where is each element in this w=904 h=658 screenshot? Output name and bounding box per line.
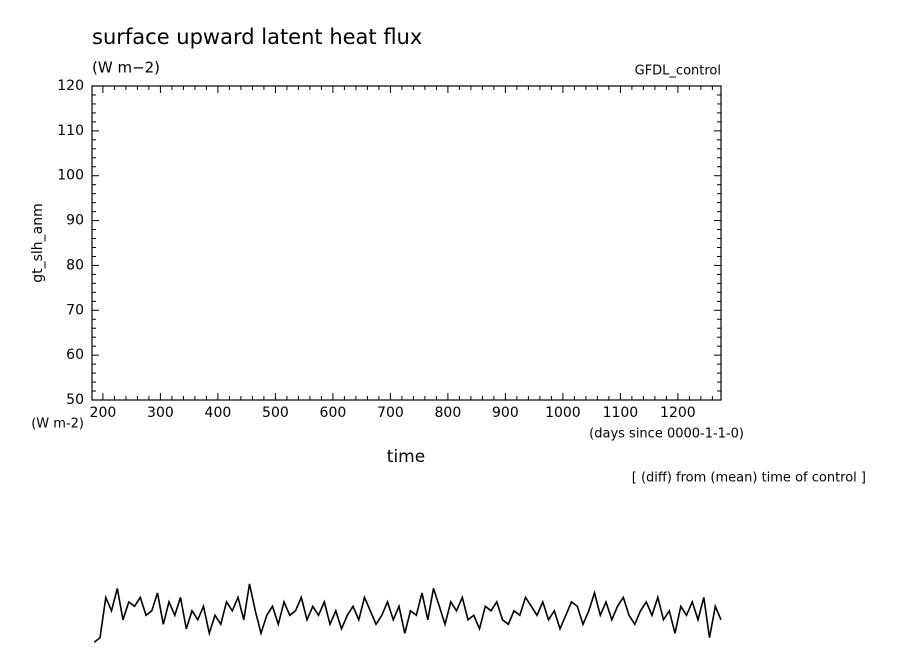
x-tick-label: 900 (492, 405, 519, 421)
y-tick-label: 50 (66, 392, 84, 408)
x-tick-label: 400 (205, 405, 232, 421)
x-tick-label: 700 (377, 405, 404, 421)
y-tick-label: 80 (66, 257, 84, 273)
x-tick-label: 1200 (660, 405, 696, 421)
dataset-label: GFDL_control (635, 64, 721, 79)
x-tick-label: 1000 (545, 405, 581, 421)
y-axis-unit: (W m-2) (31, 417, 84, 432)
x-axis-unit: (days since 0000-1-1-0) (589, 427, 744, 442)
x-tick-label: 500 (262, 405, 289, 421)
y-tick-label: 70 (66, 302, 84, 318)
plot-frame (91, 85, 722, 401)
y-tick-label: 100 (57, 168, 84, 184)
x-axis-label: time (387, 447, 425, 467)
x-tick-label: 800 (435, 405, 462, 421)
x-tick-label: 200 (90, 405, 117, 421)
chart-title: surface upward latent heat flux (92, 25, 422, 49)
annotation: [ (diff) from (mean) time of control ] (632, 471, 866, 486)
y-axis-label: gt_slh_anm (30, 203, 46, 283)
x-tick-label: 300 (147, 405, 174, 421)
y-tick-label: 110 (57, 123, 84, 139)
y-tick-label: 60 (66, 347, 84, 363)
data-line (93, 583, 722, 643)
y-tick-label: 90 (66, 213, 84, 229)
chart-subtitle: (W m−2) (92, 59, 160, 77)
x-tick-label: 1100 (603, 405, 639, 421)
x-tick-label: 600 (320, 405, 347, 421)
y-tick-label: 120 (57, 78, 84, 94)
